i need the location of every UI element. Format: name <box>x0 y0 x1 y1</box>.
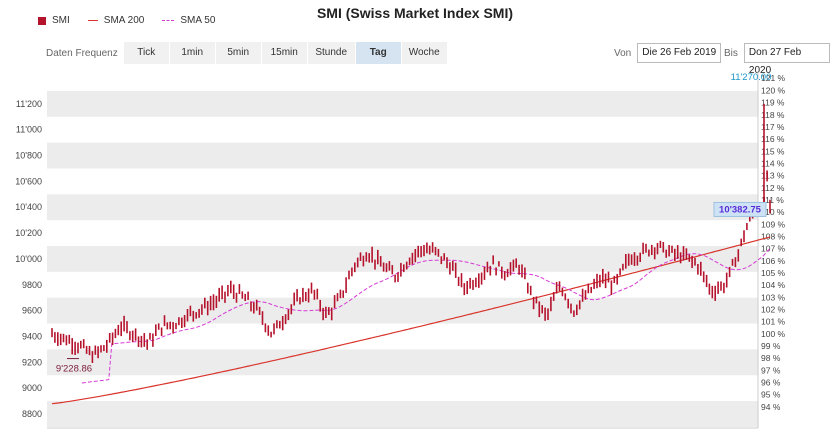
y2-tick-label: 116 % <box>761 134 785 144</box>
y2-tick-label: 113 % <box>761 171 785 181</box>
freq-button-tag[interactable]: Tag <box>355 42 402 64</box>
y2-tick-label: 103 % <box>761 292 786 302</box>
chart-title: SMI (Swiss Market Index SMI) <box>316 5 514 21</box>
y-tick-label: 10'600 <box>15 176 42 186</box>
y-tick-label: 11'200 <box>16 99 42 109</box>
last-value-box <box>713 201 767 217</box>
legend-item-sma200[interactable]: SMA 200 <box>87 15 145 26</box>
grid-band <box>47 194 758 221</box>
legend: SMI SMA 200 SMA 50 <box>38 15 215 26</box>
y-tick-label: 8800 <box>22 409 42 419</box>
freq-button-1min[interactable]: 1min <box>169 42 216 64</box>
date-from: Von Die 26 Feb 2019 <box>614 42 722 64</box>
y2-tick-label: 112 % <box>761 183 785 193</box>
y2-tick-label: 95 % <box>761 390 781 400</box>
date-from-input[interactable]: Die 26 Feb 2019 <box>637 43 722 63</box>
frequency-buttons: Tick 1min 5min 15min Stunde Tag Woche <box>123 42 448 64</box>
sma200-swatch <box>87 20 98 21</box>
sma200-line <box>51 236 771 405</box>
y2-tick-label: 102 % <box>761 305 786 315</box>
freq-button-stunde[interactable]: Stunde <box>307 42 356 64</box>
y2-tick-label: 115 % <box>761 146 785 156</box>
y-tick-label: 10'800 <box>15 151 42 161</box>
legend-item-sma50[interactable]: SMA 50 <box>162 15 215 26</box>
freq-button-woche[interactable]: Woche <box>401 42 448 64</box>
y2-tick-label: 114 % <box>761 158 785 168</box>
legend-label-sma200: SMA 200 <box>103 15 145 26</box>
legend-label-sma50: SMA 50 <box>180 15 216 26</box>
y-tick-label: 9400 <box>22 331 42 341</box>
y-tick-label: 10'200 <box>15 228 42 238</box>
y2-tick-label: 99 % <box>761 341 781 351</box>
grid-band <box>47 349 758 376</box>
y-tick-label: 9800 <box>22 280 42 290</box>
last-value-label: 10'382.75 <box>719 204 762 215</box>
y-tick-label: 9000 <box>22 383 42 393</box>
y2-tick-label: 110 % <box>761 207 785 217</box>
y2-tick-label: 108 % <box>761 231 786 241</box>
y2-tick-label: 97 % <box>761 365 781 375</box>
y2-tick-label: 109 % <box>761 219 786 229</box>
y2-tick-label: 96 % <box>761 378 781 388</box>
y2-tick-label: 105 % <box>761 268 786 278</box>
y2-tick-label: 118 % <box>761 110 785 120</box>
date-to-label: Bis <box>724 47 738 59</box>
frequency-label: Daten Frequenz <box>46 47 118 59</box>
y2-tick-label: 111 % <box>761 195 784 205</box>
freq-button-15min[interactable]: 15min <box>261 42 308 64</box>
high-label: 11'270.00 <box>731 72 772 83</box>
price-candles <box>51 170 771 363</box>
y2-tick-label: 120 % <box>761 85 786 95</box>
sma50-line <box>81 248 771 384</box>
low-label: 9'228.86 <box>56 364 92 375</box>
y2-tick-label: 121 % <box>761 73 786 83</box>
price-swatch <box>38 16 46 25</box>
y2-tick-label: 119 % <box>761 98 785 108</box>
y-tick-label: 10'000 <box>15 254 42 264</box>
grid-band <box>47 142 758 169</box>
date-from-label: Von <box>614 47 632 59</box>
y2-tick-label: 98 % <box>761 353 781 363</box>
y2-tick-label: 117 % <box>761 122 785 132</box>
y-tick-label: 9600 <box>22 306 42 316</box>
legend-label-price: SMI <box>52 15 70 26</box>
y-tick-label: 11'000 <box>16 125 42 135</box>
legend-item-price[interactable]: SMI <box>38 15 70 26</box>
y2-tick-label: 94 % <box>761 402 781 412</box>
y2-tick-label: 107 % <box>761 244 786 254</box>
y2-tick-label: 100 % <box>761 329 786 339</box>
grid-band <box>47 401 758 427</box>
grid-band <box>47 297 758 324</box>
y-tick-label: 10'400 <box>15 202 42 212</box>
y2-tick-label: 101 % <box>761 317 786 327</box>
frequency-toolbar: Daten Frequenz Tick 1min 5min 15min Stunde Ta… <box>46 42 448 64</box>
freq-button-5min[interactable]: 5min <box>215 42 262 64</box>
sma50-swatch <box>162 20 175 21</box>
y2-tick-label: 106 % <box>761 256 786 266</box>
grid-band <box>47 90 758 117</box>
date-to: Bis Don 27 Feb 2020 <box>724 42 830 76</box>
date-to-input[interactable]: Don 27 Feb 2020 <box>743 43 830 76</box>
y-tick-label: 9200 <box>22 357 42 367</box>
y2-tick-label: 104 % <box>761 280 786 290</box>
freq-button-tick[interactable]: Tick <box>123 42 170 64</box>
